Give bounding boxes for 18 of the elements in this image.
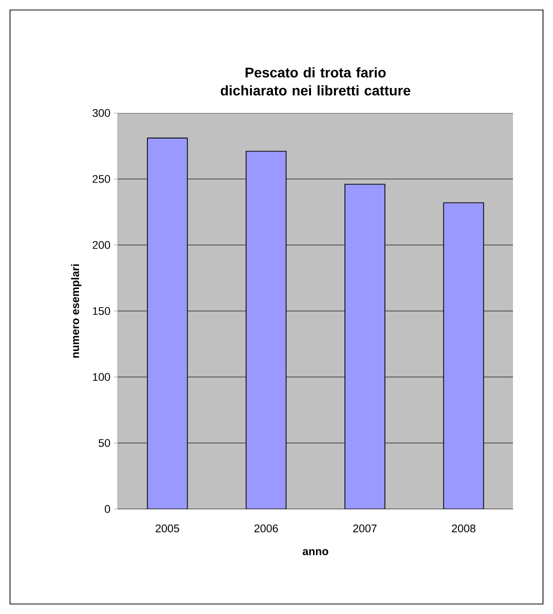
x-tick-label: 2005 [156, 524, 180, 532]
bar [443, 202, 484, 509]
y-tick-label: 150 [92, 307, 110, 315]
y-axis-title: numero esemplari [71, 264, 82, 358]
bar [246, 150, 287, 509]
y-tick-label: 50 [98, 439, 110, 447]
y-tick-label: 0 [104, 505, 110, 513]
y-tick-label: 200 [92, 241, 110, 249]
y-tick-label: 300 [92, 109, 110, 117]
x-tick-label: 2006 [254, 524, 278, 532]
bar [146, 138, 188, 509]
bar [344, 184, 386, 509]
x-tick-label: 2008 [452, 524, 476, 532]
x-tick-label: 2007 [353, 524, 377, 532]
x-axis-title: anno [302, 549, 328, 556]
y-tick-label: 250 [92, 175, 110, 183]
chart-title: Pescato di trota fario dichiarato nei libretti catture [220, 67, 410, 96]
y-tick-label: 100 [92, 373, 110, 381]
